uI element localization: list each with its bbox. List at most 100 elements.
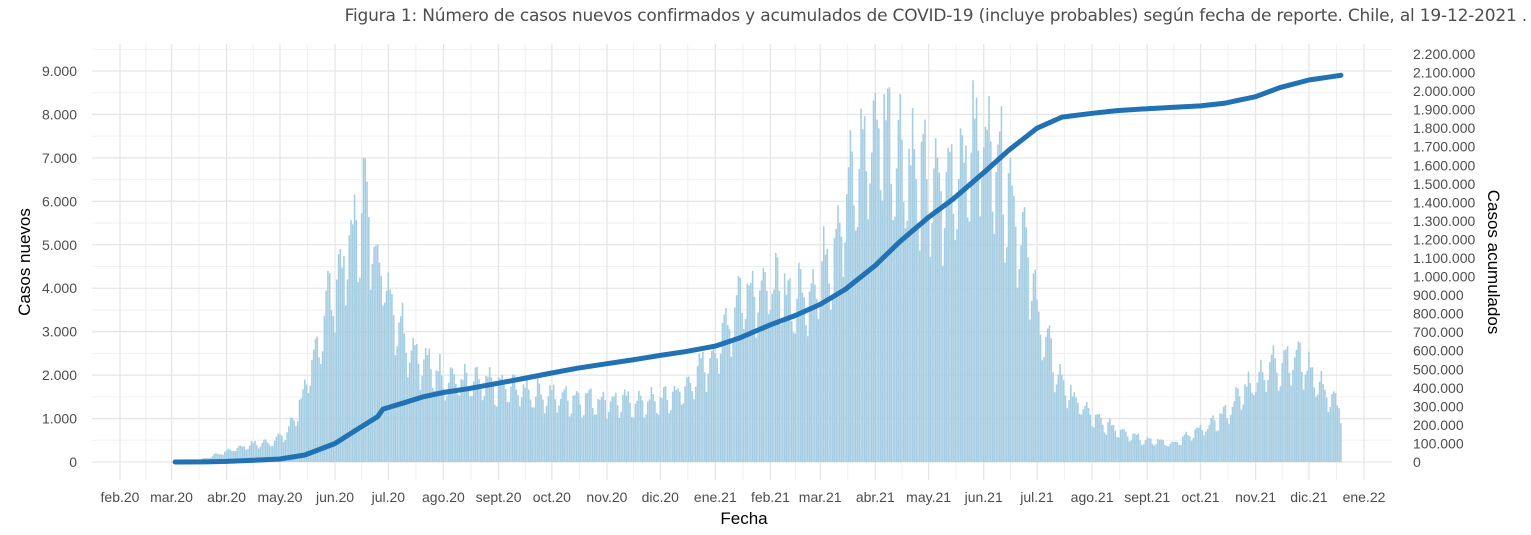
bar-casos-nuevos <box>332 316 335 462</box>
y-right-tick-label: 500.000 <box>1413 361 1464 377</box>
bar-casos-nuevos <box>862 129 864 463</box>
bar-casos-nuevos <box>1244 384 1246 462</box>
bar-casos-nuevos <box>792 332 795 462</box>
bar-casos-nuevos <box>350 220 352 462</box>
bar-casos-nuevos <box>1181 436 1184 462</box>
y-right-tick-label: 1.500.000 <box>1413 176 1475 192</box>
bar-casos-nuevos <box>234 451 237 462</box>
bar-casos-nuevos <box>243 446 246 462</box>
bar-casos-nuevos <box>604 400 606 462</box>
bar-casos-nuevos <box>694 386 697 462</box>
x-tick-label: ene.21 <box>694 489 737 505</box>
bar-casos-nuevos <box>938 172 941 462</box>
bar-casos-nuevos <box>1167 446 1170 462</box>
bar-casos-nuevos <box>1169 443 1172 462</box>
bar-casos-nuevos <box>687 376 690 462</box>
bar-casos-nuevos <box>542 399 544 462</box>
bar-casos-nuevos <box>455 383 457 462</box>
bar-casos-nuevos <box>552 384 555 462</box>
bar-casos-nuevos <box>1073 392 1076 462</box>
bar-casos-nuevos <box>876 119 878 463</box>
bar-casos-nuevos <box>1148 438 1150 462</box>
bar-casos-nuevos <box>1269 362 1271 462</box>
bar-casos-nuevos <box>1316 394 1319 462</box>
bar-casos-nuevos <box>284 439 287 462</box>
bar-casos-nuevos <box>348 235 351 462</box>
line-casos-acumulados <box>172 72 1344 465</box>
bar-casos-nuevos <box>385 290 388 462</box>
bar-casos-nuevos <box>1192 438 1195 462</box>
bar-casos-nuevos <box>927 216 930 462</box>
bar-casos-nuevos <box>327 271 329 462</box>
bar-casos-nuevos <box>1000 106 1003 463</box>
bar-casos-nuevos <box>574 394 576 462</box>
bar-casos-nuevos <box>808 291 811 462</box>
bar-casos-nuevos <box>1233 401 1236 462</box>
bar-casos-nuevos <box>888 87 891 463</box>
bar-casos-nuevos <box>357 282 359 462</box>
bar-casos-nuevos <box>776 257 779 462</box>
bar-casos-nuevos <box>524 387 526 462</box>
bar-casos-nuevos <box>419 389 422 462</box>
y-right-tick-label: 1.400.000 <box>1413 194 1475 210</box>
bar-casos-nuevos <box>1142 444 1145 462</box>
bar-casos-nuevos <box>936 157 939 462</box>
bar-casos-nuevos <box>1267 379 1269 462</box>
bar-casos-nuevos <box>444 400 447 462</box>
bar-casos-nuevos <box>991 211 994 462</box>
y-right-tick-label: 1.200.000 <box>1413 231 1475 247</box>
bar-casos-nuevos <box>307 392 310 462</box>
bar-casos-nuevos <box>1276 372 1278 462</box>
y-right-tick-label: 2.200.000 <box>1413 46 1475 62</box>
bar-casos-nuevos <box>719 353 722 462</box>
bar-casos-nuevos <box>1128 441 1131 462</box>
bar-casos-nuevos <box>481 400 484 462</box>
bar-casos-nuevos <box>950 144 953 462</box>
bar-casos-nuevos <box>517 395 519 462</box>
bar-casos-nuevos <box>1053 392 1056 462</box>
bar-casos-nuevos <box>543 413 546 462</box>
bar-casos-nuevos <box>1237 388 1239 462</box>
bar-casos-nuevos <box>248 445 251 462</box>
bar-casos-nuevos <box>631 417 633 462</box>
bar-casos-nuevos <box>906 220 909 462</box>
bar-casos-nuevos <box>232 450 235 462</box>
bar-casos-nuevos <box>211 456 214 462</box>
bars-casos-nuevos <box>174 80 1342 463</box>
bar-casos-nuevos <box>522 384 525 462</box>
bar-casos-nuevos <box>1176 441 1179 462</box>
bar-casos-nuevos <box>975 97 978 462</box>
bar-casos-nuevos <box>410 350 413 462</box>
bar-casos-nuevos <box>814 284 816 462</box>
bar-casos-nuevos <box>1037 311 1040 462</box>
bar-casos-nuevos <box>693 399 695 462</box>
bar-casos-nuevos <box>1132 433 1134 462</box>
bar-casos-nuevos <box>1228 423 1230 462</box>
bar-casos-nuevos <box>1185 431 1188 462</box>
bar-casos-nuevos <box>1094 414 1097 462</box>
bar-casos-nuevos <box>1281 362 1284 462</box>
bar-casos-nuevos <box>558 405 560 462</box>
y-right-tick-label: 400.000 <box>1413 380 1464 396</box>
bar-casos-nuevos <box>1050 338 1053 462</box>
bar-casos-nuevos <box>622 394 624 462</box>
bar-casos-nuevos <box>1093 427 1095 462</box>
bar-casos-nuevos <box>966 217 969 462</box>
bar-casos-nuevos <box>321 351 324 462</box>
bar-casos-nuevos <box>268 444 271 462</box>
bar-casos-nuevos <box>431 387 434 462</box>
bar-casos-nuevos <box>954 240 957 462</box>
bar-casos-nuevos <box>1306 370 1308 462</box>
bar-casos-nuevos <box>380 276 383 462</box>
bar-casos-nuevos <box>515 389 518 462</box>
bar-casos-nuevos <box>483 396 486 462</box>
bar-casos-nuevos <box>238 445 240 462</box>
bar-casos-nuevos <box>240 445 242 462</box>
bar-casos-nuevos <box>1171 441 1173 462</box>
bar-casos-nuevos <box>686 377 688 462</box>
bar-casos-nuevos <box>826 248 829 462</box>
bar-casos-nuevos <box>1075 397 1077 462</box>
bar-casos-nuevos <box>257 448 260 462</box>
bar-casos-nuevos <box>931 223 933 462</box>
bar-casos-nuevos <box>1235 387 1237 462</box>
